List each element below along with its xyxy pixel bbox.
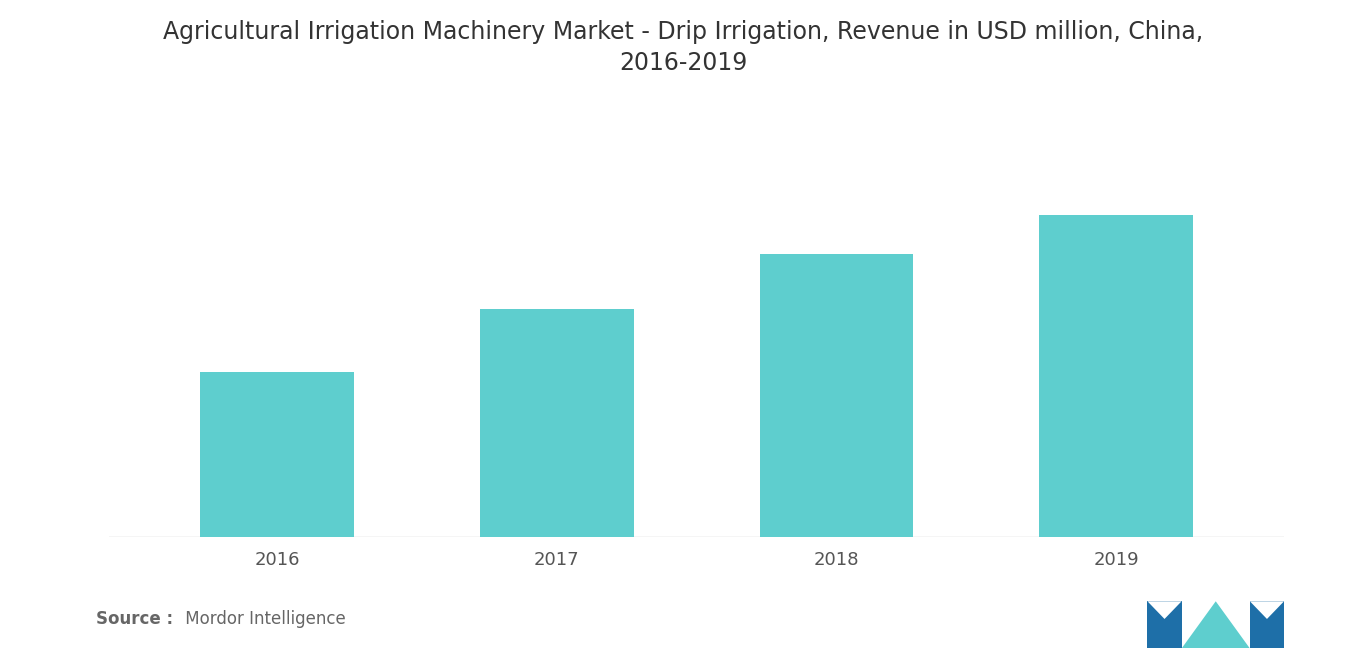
Polygon shape — [1250, 601, 1284, 648]
Text: Source :: Source : — [96, 610, 172, 628]
Bar — [479, 309, 634, 537]
Polygon shape — [1250, 601, 1284, 619]
Polygon shape — [1182, 601, 1250, 648]
Text: Mordor Intelligence: Mordor Intelligence — [180, 610, 346, 628]
Polygon shape — [1147, 601, 1182, 619]
Bar — [759, 254, 914, 537]
Bar — [201, 372, 354, 537]
Bar — [1040, 215, 1193, 537]
Polygon shape — [1147, 601, 1182, 648]
Text: Agricultural Irrigation Machinery Market - Drip Irrigation, Revenue in USD milli: Agricultural Irrigation Machinery Market… — [163, 20, 1203, 75]
